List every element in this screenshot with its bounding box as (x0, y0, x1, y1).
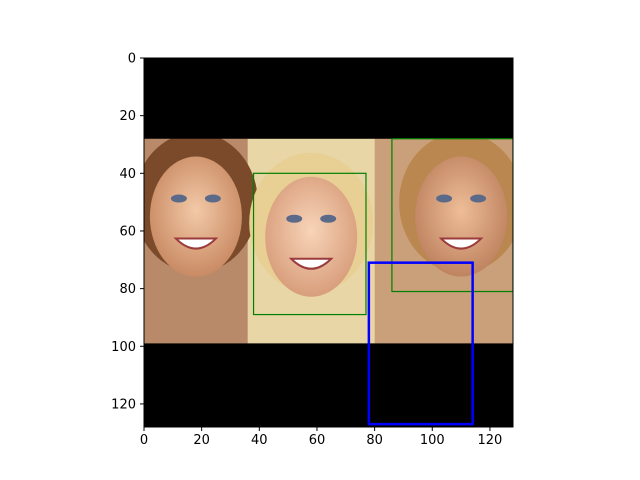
axes-frame (143, 57, 514, 428)
blue-box (367, 261, 474, 426)
green-box-right (391, 138, 513, 293)
face-smile (288, 257, 334, 270)
bounding-boxes (252, 138, 513, 426)
face-skin (265, 176, 358, 297)
face-eye-right (204, 194, 221, 203)
letterbox-top (144, 58, 513, 139)
image-area (144, 58, 513, 427)
axes: 0 20 40 60 80 100 120 0 20 40 60 80 100 120 (111, 52, 514, 448)
x-tick-label: 40 (251, 433, 268, 448)
face-smile (173, 237, 219, 250)
face-eye-left (436, 194, 453, 203)
face-eye-right (470, 194, 487, 203)
face-skin (415, 156, 508, 277)
face-2 (399, 132, 513, 277)
y-tick-label: 100 (111, 340, 136, 355)
y-tick-label: 120 (111, 397, 136, 412)
letterbox-bottom (144, 343, 513, 427)
y-tick-label: 40 (119, 167, 136, 182)
face-eye-right (320, 214, 337, 223)
x-tick-label: 20 (193, 433, 210, 448)
face-0 (144, 132, 258, 277)
y-tick-label: 80 (119, 282, 136, 297)
face-skin (149, 156, 242, 277)
face-eye-left (286, 214, 303, 223)
x-tick-label: 120 (478, 433, 503, 448)
y-tick-label: 60 (119, 224, 136, 239)
face-1 (249, 152, 374, 297)
face-eye-left (170, 194, 187, 203)
y-tick-label: 20 (119, 109, 136, 124)
green-box-left (252, 172, 367, 316)
x-tick-label: 100 (420, 433, 445, 448)
x-tick-label: 60 (309, 433, 326, 448)
x-tick-label: 0 (140, 433, 148, 448)
y-tick-label: 0 (128, 52, 136, 67)
x-tick-label: 80 (366, 433, 383, 448)
face-smile (438, 237, 484, 250)
